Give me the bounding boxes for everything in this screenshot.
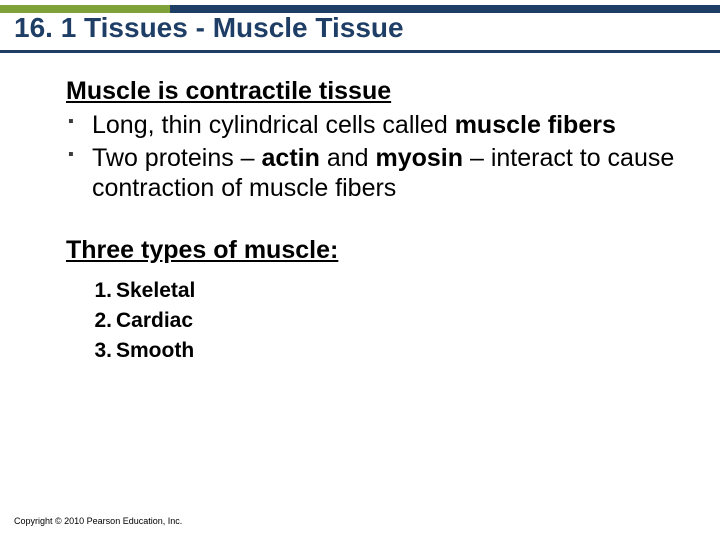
bullet-text-bold: muscle fibers <box>455 111 616 139</box>
list-number: 1. <box>88 279 112 303</box>
copyright-text: Copyright © 2010 Pearson Education, Inc. <box>14 516 182 526</box>
section2-heading: Three types of muscle: <box>66 236 680 265</box>
section1-bullets: Long, thin cylindrical cells called musc… <box>66 110 680 204</box>
bullet-text-bold: actin <box>262 144 320 172</box>
list-label: Smooth <box>116 339 194 362</box>
section1-heading: Muscle is contractile tissue <box>66 77 680 106</box>
bullet-text-bold: myosin <box>376 144 464 172</box>
title-accent-bar <box>0 0 720 8</box>
bullet-text-pre: Long, thin cylindrical cells called <box>92 111 455 139</box>
section2-list: 1.Skeletal 2.Cardiac 3.Smooth <box>66 279 680 363</box>
list-item: 3.Smooth <box>116 339 680 363</box>
slide-title: 16. 1 Tissues - Muscle Tissue <box>0 8 720 53</box>
bullet-item: Two proteins – actin and myosin – intera… <box>92 143 680 204</box>
list-item: 1.Skeletal <box>116 279 680 303</box>
bullet-text-pre: Two proteins – <box>92 144 262 172</box>
list-label: Skeletal <box>116 279 195 302</box>
list-number: 2. <box>88 309 112 333</box>
list-label: Cardiac <box>116 309 193 332</box>
list-item: 2.Cardiac <box>116 309 680 333</box>
slide: 16. 1 Tissues - Muscle Tissue Muscle is … <box>0 0 720 540</box>
bullet-text-mid: and <box>320 144 376 172</box>
list-number: 3. <box>88 339 112 363</box>
bullet-item: Long, thin cylindrical cells called musc… <box>92 110 680 141</box>
slide-body: Muscle is contractile tissue Long, thin … <box>0 53 720 363</box>
